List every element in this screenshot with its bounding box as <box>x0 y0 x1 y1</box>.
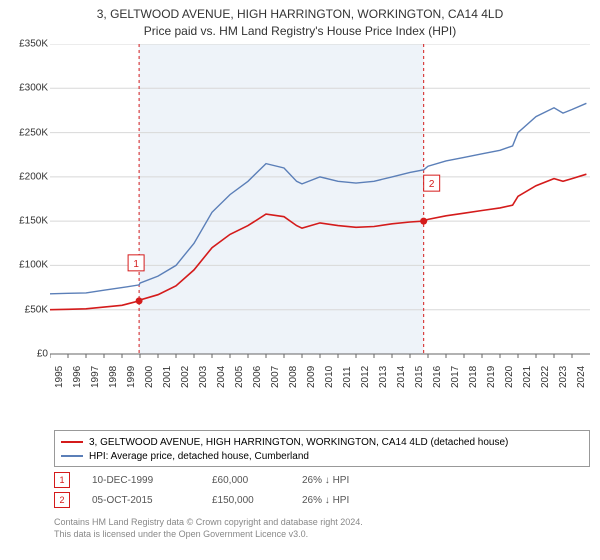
x-tick-label: 2017 <box>450 366 461 388</box>
x-tick-label: 2013 <box>378 366 389 388</box>
marker-pct-1: 26% ↓ HPI <box>302 495 412 506</box>
svg-text:2: 2 <box>429 179 435 190</box>
y-tick-label: £0 <box>2 349 48 360</box>
legend-swatch-1 <box>61 455 83 457</box>
marker-box-1: 2 <box>54 492 70 508</box>
x-tick-label: 2022 <box>540 366 551 388</box>
x-tick-label: 1998 <box>108 366 119 388</box>
title-block: 3, GELTWOOD AVENUE, HIGH HARRINGTON, WOR… <box>0 0 600 40</box>
x-tick-label: 2008 <box>288 366 299 388</box>
marker-row-0: 1 10-DEC-1999 £60,000 26% ↓ HPI <box>54 470 412 490</box>
x-tick-label: 2012 <box>360 366 371 388</box>
x-tick-label: 2005 <box>234 366 245 388</box>
x-tick-label: 2002 <box>180 366 191 388</box>
footer-line-2: This data is licensed under the Open Gov… <box>54 528 363 540</box>
x-tick-label: 2016 <box>432 366 443 388</box>
legend-label-0: 3, GELTWOOD AVENUE, HIGH HARRINGTON, WOR… <box>89 437 508 448</box>
y-tick-label: £300K <box>2 83 48 94</box>
x-tick-label: 2000 <box>144 366 155 388</box>
legend-label-1: HPI: Average price, detached house, Cumb… <box>89 451 309 462</box>
marker-price-0: £60,000 <box>212 475 302 486</box>
x-tick-label: 1996 <box>72 366 83 388</box>
x-tick-label: 2023 <box>558 366 569 388</box>
y-tick-label: £100K <box>2 260 48 271</box>
x-tick-label: 2010 <box>324 366 335 388</box>
x-tick-label: 2006 <box>252 366 263 388</box>
x-tick-label: 2014 <box>396 366 407 388</box>
marker-table: 1 10-DEC-1999 £60,000 26% ↓ HPI 2 05-OCT… <box>54 470 412 510</box>
x-tick-label: 2007 <box>270 366 281 388</box>
chart-area: 12 <box>50 44 590 382</box>
marker-pct-0: 26% ↓ HPI <box>302 475 412 486</box>
x-tick-label: 1995 <box>54 366 65 388</box>
marker-row-1: 2 05-OCT-2015 £150,000 26% ↓ HPI <box>54 490 412 510</box>
title-line-1: 3, GELTWOOD AVENUE, HIGH HARRINGTON, WOR… <box>0 6 600 23</box>
x-tick-label: 2018 <box>468 366 479 388</box>
marker-date-1: 05-OCT-2015 <box>92 495 212 506</box>
title-line-2: Price paid vs. HM Land Registry's House … <box>0 23 600 40</box>
legend-row-1: HPI: Average price, detached house, Cumb… <box>61 449 583 463</box>
marker-date-0: 10-DEC-1999 <box>92 475 212 486</box>
y-tick-label: £50K <box>2 304 48 315</box>
x-tick-label: 2011 <box>342 366 353 388</box>
y-tick-label: £150K <box>2 216 48 227</box>
legend-swatch-0 <box>61 441 83 443</box>
y-tick-label: £350K <box>2 39 48 50</box>
x-tick-label: 2015 <box>414 366 425 388</box>
x-tick-label: 1999 <box>126 366 137 388</box>
footer-line-1: Contains HM Land Registry data © Crown c… <box>54 516 363 528</box>
x-tick-label: 2020 <box>504 366 515 388</box>
svg-text:1: 1 <box>133 259 139 270</box>
x-tick-label: 2009 <box>306 366 317 388</box>
marker-price-1: £150,000 <box>212 495 302 506</box>
x-tick-label: 2004 <box>216 366 227 388</box>
legend: 3, GELTWOOD AVENUE, HIGH HARRINGTON, WOR… <box>54 430 590 467</box>
footer-note: Contains HM Land Registry data © Crown c… <box>54 516 363 540</box>
x-tick-label: 2001 <box>162 366 173 388</box>
y-tick-label: £200K <box>2 171 48 182</box>
x-tick-label: 2021 <box>522 366 533 388</box>
marker-box-0: 1 <box>54 472 70 488</box>
x-tick-label: 1997 <box>90 366 101 388</box>
y-tick-label: £250K <box>2 127 48 138</box>
legend-row-0: 3, GELTWOOD AVENUE, HIGH HARRINGTON, WOR… <box>61 435 583 449</box>
x-tick-label: 2003 <box>198 366 209 388</box>
x-tick-label: 2024 <box>576 366 587 388</box>
chart-svg: 12 <box>50 44 590 382</box>
x-tick-label: 2019 <box>486 366 497 388</box>
chart-container: 3, GELTWOOD AVENUE, HIGH HARRINGTON, WOR… <box>0 0 600 560</box>
